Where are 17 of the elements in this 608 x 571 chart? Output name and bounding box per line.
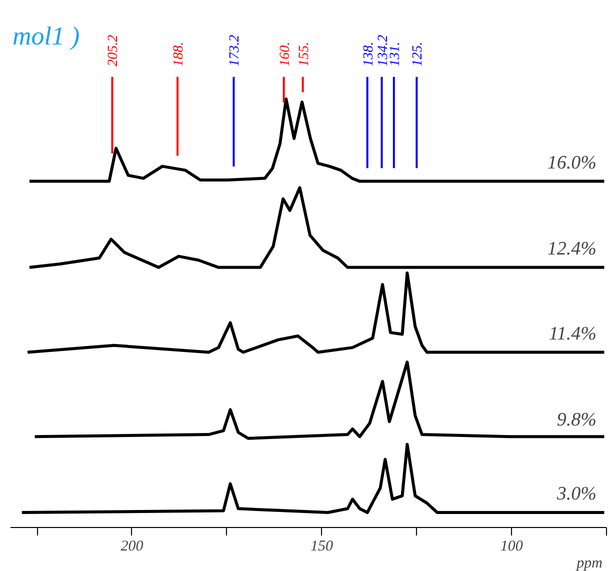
ref-line-label: 125. <box>410 42 426 66</box>
ref-line-label: 173.2 <box>228 34 243 66</box>
series-label: 11.4% <box>548 323 597 344</box>
ref-line-label: 188. <box>172 42 187 66</box>
x-tick-label: 150 <box>310 538 334 554</box>
series-label: 9.8% <box>556 409 596 430</box>
series-label: 12.4% <box>547 238 596 260</box>
ref-line-label: 155. <box>296 42 312 66</box>
series-label: 3.0% <box>556 484 596 505</box>
x-tick-label: 200 <box>120 538 144 554</box>
ref-line-label: 138. <box>361 42 376 66</box>
ref-line-label: 205.2 <box>106 34 122 66</box>
x-tick-label: 100 <box>500 538 524 554</box>
series-label: 16.0% <box>547 152 596 174</box>
ref-line-label: 160. <box>278 42 293 66</box>
chart-title: mol1 ) <box>12 22 80 51</box>
x-axis-title: ppm <box>576 556 603 571</box>
